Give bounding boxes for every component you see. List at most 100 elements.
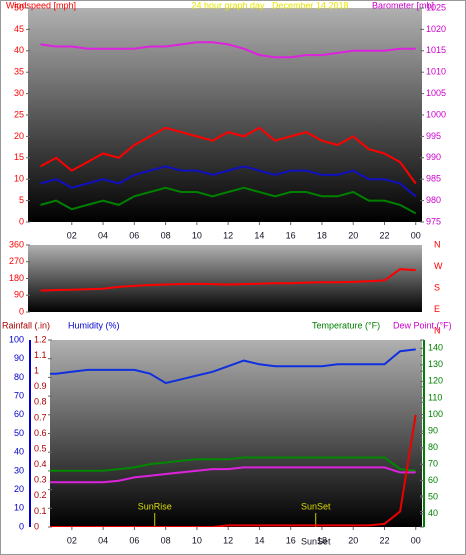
y-tick-label: 40 xyxy=(14,45,24,55)
x-tick-label: 06 xyxy=(129,535,139,545)
x-tick-label: 22 xyxy=(379,535,389,545)
y2-tick-label: 1005 xyxy=(426,88,446,98)
annotation: SunSet xyxy=(301,536,331,546)
x-tick-label: 12 xyxy=(223,230,233,240)
y3-tick-label: 40 xyxy=(14,447,24,457)
y-tick-label: 45 xyxy=(14,24,24,34)
y3-tick-label: 10 xyxy=(14,503,24,513)
x-tick-label: 08 xyxy=(161,535,171,545)
y3-axis-label: Humidity (%) xyxy=(68,320,120,330)
y3-tick-label: 50 xyxy=(14,428,24,438)
y-tick-label: 0.5 xyxy=(34,443,47,453)
y3-tick-label: 100 xyxy=(9,334,24,344)
series-line xyxy=(50,456,416,472)
y4-axis-label: Dew Point (°F) xyxy=(393,320,452,330)
y2-tick-label: 995 xyxy=(426,131,441,141)
x-tick-label: 20 xyxy=(348,535,358,545)
compass-label: N xyxy=(434,239,441,249)
x-tick-label: 00 xyxy=(411,535,421,545)
y-tick-label: 25 xyxy=(14,109,24,119)
y-tick-label: 0.6 xyxy=(34,428,47,438)
y-tick-label: 0.4 xyxy=(34,459,47,469)
y-tick-label: 0.7 xyxy=(34,412,47,422)
compass-label: N xyxy=(434,325,441,335)
series-line xyxy=(40,165,417,198)
y-tick-label: 1 xyxy=(34,366,39,376)
series-line xyxy=(50,466,416,484)
y-tick-label: 0.3 xyxy=(34,475,47,485)
x-tick-label: 16 xyxy=(286,230,296,240)
series-line xyxy=(40,268,416,292)
y2-tick-label: 80 xyxy=(428,442,438,452)
compass-label: W xyxy=(434,261,443,271)
y-axis-label: Windspeed [mph] xyxy=(6,0,76,10)
y-tick-label: 360 xyxy=(9,239,24,249)
y-tick-label: 0 xyxy=(34,521,39,531)
y-tick-label: 10 xyxy=(14,174,24,184)
x-tick-label: 20 xyxy=(348,230,358,240)
y2-tick-label: 1015 xyxy=(426,45,446,55)
y-tick-label: 0 xyxy=(19,216,24,226)
y-tick-label: 0.2 xyxy=(34,490,47,500)
x-tick-label: 18 xyxy=(317,535,327,545)
x-tick-label: 14 xyxy=(254,535,264,545)
series-line xyxy=(50,348,416,385)
y2-tick-label: 975 xyxy=(426,216,441,226)
plot-area xyxy=(50,340,422,527)
y2-axis-label: Temperature (°F) xyxy=(312,320,380,330)
x-tick-label: 02 xyxy=(67,230,77,240)
y-tick-label: 1.1 xyxy=(34,350,47,360)
y-tick-label: 180 xyxy=(9,273,24,283)
y-tick-label: 270 xyxy=(9,256,24,266)
series-line xyxy=(40,186,417,215)
y2-tick-label: 130 xyxy=(428,359,443,369)
y-tick-label: 0 xyxy=(19,306,24,316)
y-tick-label: 1.2 xyxy=(34,334,47,344)
x-tick-label: 12 xyxy=(223,535,233,545)
y2-tick-label: 40 xyxy=(428,508,438,518)
y3-tick-label: 0 xyxy=(19,521,24,531)
annotation: SunRise xyxy=(138,501,172,511)
compass-label: S xyxy=(434,282,440,292)
y2-tick-label: 1000 xyxy=(426,109,446,119)
y-tick-label: 30 xyxy=(14,88,24,98)
series-line xyxy=(40,41,416,59)
x-tick-label: 14 xyxy=(254,230,264,240)
y-tick-label: 5 xyxy=(19,195,24,205)
x-tick-label: 04 xyxy=(98,535,108,545)
y2-tick-label: 1020 xyxy=(426,24,446,34)
y-tick-label: 35 xyxy=(14,67,24,77)
compass-label: E xyxy=(434,304,440,314)
x-tick-label: 10 xyxy=(192,230,202,240)
y2-axis-label: Barometer [mb] xyxy=(372,0,434,10)
series-line xyxy=(50,414,417,527)
y2-tick-label: 90 xyxy=(428,425,438,435)
y3-tick-label: 60 xyxy=(14,409,24,419)
y-tick-label: 20 xyxy=(14,131,24,141)
plot-area xyxy=(28,8,422,222)
y2-tick-label: 110 xyxy=(428,392,442,402)
y2-tick-label: 990 xyxy=(426,152,441,162)
annotation: SunSet xyxy=(301,501,331,511)
y-tick-label: 0.1 xyxy=(34,506,47,516)
y2-tick-label: 980 xyxy=(426,195,441,205)
y2-tick-label: 1010 xyxy=(426,67,446,77)
y2-tick-label: 140 xyxy=(428,343,443,353)
x-tick-label: 18 xyxy=(317,230,327,240)
x-tick-label: 02 xyxy=(67,535,77,545)
x-tick-label: 16 xyxy=(286,535,296,545)
y3-tick-label: 80 xyxy=(14,372,24,382)
y-tick-label: 0.8 xyxy=(34,397,47,407)
x-tick-label: 04 xyxy=(98,230,108,240)
y-tick-label: 90 xyxy=(14,290,24,300)
y3-tick-label: 20 xyxy=(14,484,24,494)
y3-tick-label: 90 xyxy=(14,353,24,363)
plot-area xyxy=(28,245,422,312)
chart-title: 24 hour graph day December 14 2018 xyxy=(191,0,348,10)
y-tick-label: 50 xyxy=(14,2,24,12)
y2-tick-label: 70 xyxy=(428,458,438,468)
x-tick-label: 06 xyxy=(129,230,139,240)
y3-tick-label: 70 xyxy=(14,390,24,400)
y-tick-label: 0.9 xyxy=(34,381,47,391)
